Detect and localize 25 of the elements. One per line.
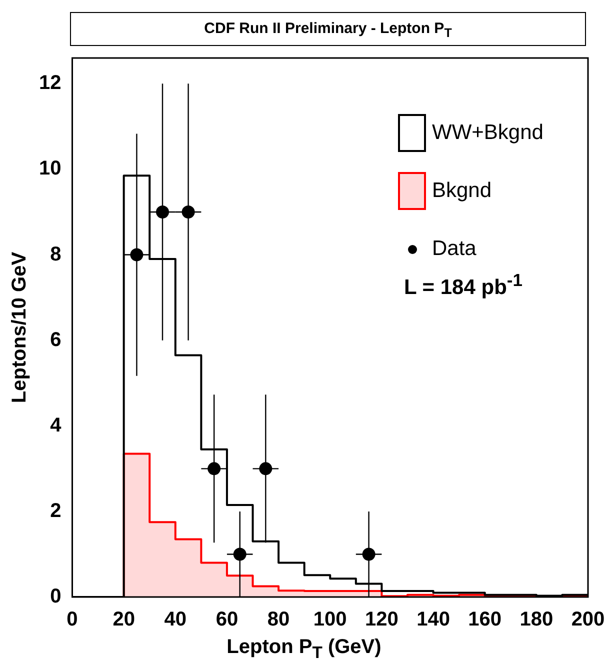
y-tick-label: 4	[50, 414, 62, 436]
y-tick-label: 8	[50, 243, 62, 266]
x-tick-label: 120	[365, 608, 398, 631]
y-axis-title: Leptons/10 GeV	[8, 251, 31, 404]
y-tick-label: 2	[50, 500, 62, 522]
y-tick-label: 10	[38, 158, 62, 180]
x-tick-label: 0	[66, 608, 78, 631]
x-tick-label: 160	[468, 608, 502, 631]
x-tick-label: 80	[267, 608, 290, 631]
y-tick-label: 6	[50, 328, 62, 351]
x-tick-label: 200	[571, 608, 605, 631]
x-axis-title: Lepton P$_{T}$ (GeV)	[226, 636, 382, 661]
x-tick-label: 40	[164, 608, 187, 631]
x-tick-label: 20	[112, 608, 135, 631]
y-tick-label: 12	[38, 72, 62, 94]
chart-title: CDF Run II Preliminary - Lepton P$_{T}$	[70, 12, 586, 46]
legend-label: WW+Bkgnd	[432, 121, 544, 145]
x-tick-label: 60	[216, 608, 238, 631]
x-tick-label: 100	[313, 608, 347, 631]
x-tick-label: 140	[416, 608, 450, 631]
y-tick-label: 0	[50, 586, 62, 608]
legend-label: Data	[432, 237, 476, 261]
x-tick-label: 180	[520, 608, 554, 631]
annotation: L = 184 pb$^{-1}$	[404, 270, 522, 300]
legend-label: Bkgnd	[432, 179, 492, 203]
